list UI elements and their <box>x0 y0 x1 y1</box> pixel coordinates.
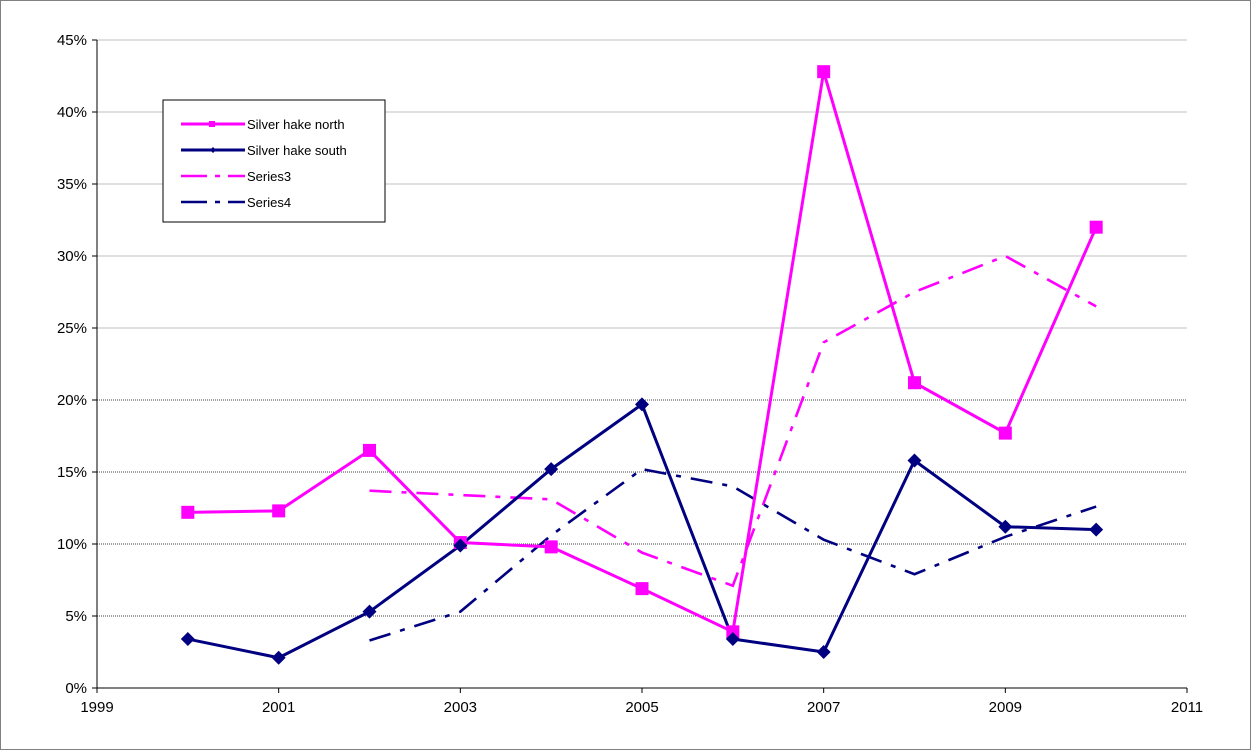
data-point-diamond <box>1089 522 1104 537</box>
legend-swatch-marker <box>210 147 216 153</box>
legend-label: Silver hake south <box>247 143 347 158</box>
data-point-diamond <box>271 650 286 665</box>
legend-label: Silver hake north <box>247 117 345 132</box>
y-tick-label: 10% <box>57 536 87 553</box>
y-tick-label: 40% <box>57 104 87 121</box>
y-tick-label: 45% <box>57 32 87 49</box>
data-point-square <box>635 582 649 596</box>
legend-label: Series3 <box>247 169 291 184</box>
series-line-series3 <box>369 254 1097 588</box>
data-point-square <box>726 625 740 639</box>
x-tick-label: 2011 <box>1171 699 1203 716</box>
legend-label: Series4 <box>247 195 291 210</box>
y-tick-label: 35% <box>57 176 87 193</box>
data-point-square <box>181 505 195 519</box>
data-point-square <box>1089 220 1103 234</box>
data-point-square <box>544 540 558 554</box>
data-point-diamond <box>725 632 740 647</box>
x-tick-label: 2005 <box>625 699 658 716</box>
data-point-diamond <box>544 462 559 477</box>
x-tick-label: 2001 <box>262 699 295 716</box>
y-tick-label: 5% <box>65 608 87 625</box>
data-point-diamond <box>362 604 377 619</box>
data-point-diamond <box>998 519 1013 534</box>
data-point-square <box>272 504 286 518</box>
data-point-square <box>998 426 1012 440</box>
data-point-square <box>817 65 831 79</box>
x-tick-label: 2009 <box>989 699 1022 716</box>
y-tick-label: 25% <box>57 320 87 337</box>
x-tick-label: 1999 <box>80 699 113 716</box>
y-tick-label: 20% <box>57 392 87 409</box>
data-point-diamond <box>907 453 922 468</box>
y-tick-label: 15% <box>57 464 87 481</box>
data-point-square <box>363 443 376 457</box>
x-tick-label: 2007 <box>807 699 840 716</box>
legend-swatch-marker <box>209 121 215 127</box>
y-tick-label: 30% <box>57 248 87 265</box>
x-tick-label: 2003 <box>444 699 477 716</box>
data-point-diamond <box>180 632 195 647</box>
data-point-diamond <box>453 538 468 553</box>
y-tick-label: 0% <box>65 680 87 697</box>
data-point-diamond <box>816 645 831 659</box>
series-line-silver-hake-south <box>187 401 1097 660</box>
data-point-diamond <box>635 397 649 412</box>
data-point-square <box>908 376 921 390</box>
